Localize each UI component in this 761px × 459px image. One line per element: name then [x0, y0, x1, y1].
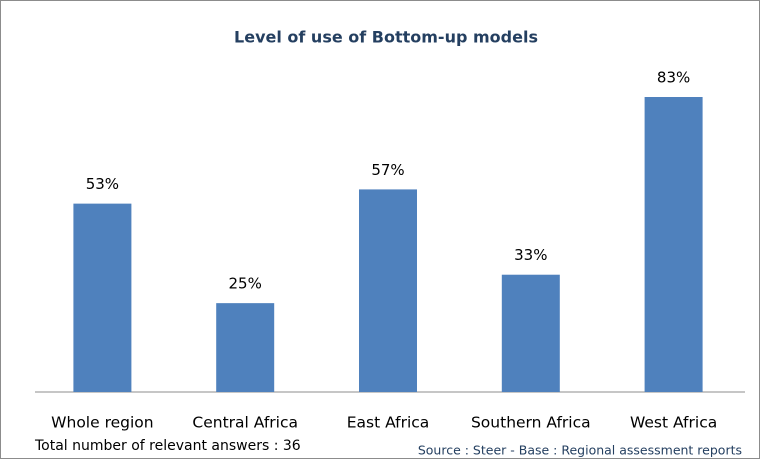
value-label: 33% — [514, 246, 547, 264]
bar — [73, 203, 132, 392]
chart-title: Level of use of Bottom-up models — [234, 28, 538, 47]
x-tick-label: Central Africa — [192, 414, 298, 432]
value-label: 53% — [86, 175, 119, 193]
value-label: 25% — [229, 275, 262, 293]
footnote: Total number of relevant answers : 36 — [34, 438, 301, 454]
source: Source : Steer - Base : Regional assessm… — [418, 443, 742, 458]
x-tick-label: Southern Africa — [471, 414, 591, 432]
bar — [501, 274, 560, 392]
bar — [359, 189, 417, 392]
value-label: 57% — [371, 161, 404, 179]
x-tick-label: East Africa — [347, 414, 430, 432]
bar — [644, 97, 703, 392]
x-tick-label: West Africa — [630, 414, 717, 432]
bar — [216, 303, 275, 392]
x-tick-label: Whole region — [51, 414, 153, 432]
value-label: 83% — [657, 69, 690, 87]
